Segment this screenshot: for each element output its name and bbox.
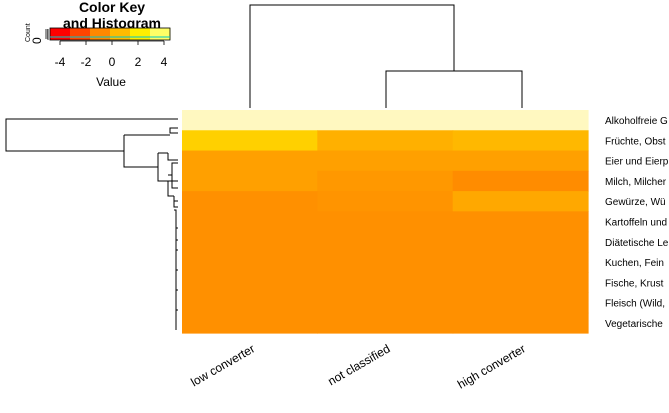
row-label: Milch, Milcher [605, 177, 667, 188]
column-labels: low converter not classified high converte… [188, 341, 527, 391]
heatmap-cell [317, 170, 454, 192]
heatmap-cell [182, 211, 318, 233]
heatmap-cell [182, 231, 318, 253]
heatmap-cell [182, 170, 318, 192]
color-key-ticks: -4 -2 0 2 4 [55, 41, 168, 69]
heatmap-cell [452, 170, 589, 192]
row-label: Kuchen, Fein [605, 258, 664, 269]
row-label: Eier und Eierp [605, 157, 669, 168]
heatmap-cell [452, 231, 589, 253]
row-label: Früchte, Obst [605, 136, 666, 147]
heatmap-cell [452, 272, 589, 294]
color-key-title-line1: Color Key [79, 0, 145, 15]
heatmap-cell [317, 150, 454, 172]
column-label: not classified [325, 341, 392, 388]
color-key-tick-label: 2 [135, 55, 142, 69]
row-label: Kartoffeln und [605, 218, 667, 229]
color-key-tick-label: 4 [161, 55, 168, 69]
color-key-tick-label: -2 [81, 55, 92, 69]
heatmap-cell [317, 110, 454, 131]
row-labels: Alkoholfreie G Früchte, Obst Eier und Eier… [605, 116, 669, 330]
color-key-xlabel: Value [96, 75, 126, 89]
heatmap-cell [317, 191, 454, 212]
heatmap-cell [317, 312, 454, 334]
color-key-tick-label: 0 [109, 55, 116, 69]
heatmap-cell [182, 312, 318, 334]
heatmap-cell [452, 312, 589, 334]
heatmap-cells [182, 110, 589, 334]
heatmap-cell [452, 211, 589, 233]
color-key-title-line2: and Histogram [63, 15, 161, 31]
heatmap-cell [317, 292, 454, 314]
heatmap-cell [317, 272, 454, 294]
column-label: low converter [188, 341, 257, 389]
heatmap-cell [452, 130, 589, 152]
column-label: high converter [455, 341, 528, 391]
heatmap-cell [182, 130, 318, 152]
heatmap-cell [452, 292, 589, 314]
heatmap-cell [182, 150, 318, 172]
color-key-segment [110, 28, 131, 40]
heatmap-cell [452, 110, 589, 131]
color-key: Color Key and Histogram Count 0 -4 -2 0 2 4 … [25, 0, 171, 89]
heatmap-cell [317, 231, 454, 253]
row-label: Fleisch (Wild, [605, 299, 665, 310]
heatmap-cell [317, 251, 454, 273]
color-key-count-tick: 0 [30, 37, 44, 44]
color-key-count-axis [45, 29, 49, 40]
row-label: Diätetische Le [605, 238, 669, 249]
heatmap-cell [452, 150, 589, 172]
column-dendrogram [249, 4, 523, 108]
color-key-segment [90, 28, 111, 40]
color-key-segment [50, 28, 71, 40]
heatmap-cell [182, 110, 318, 131]
color-key-count-label: Count [25, 23, 32, 42]
row-label: Gewürze, Wü [605, 197, 666, 208]
row-label: Fische, Krust [605, 278, 664, 289]
row-label: Vegetarische [605, 319, 663, 330]
color-key-gradient-bar [50, 28, 171, 40]
color-key-segment [150, 28, 171, 40]
heatmap-cell [317, 130, 454, 152]
heatmap-cell [452, 191, 589, 212]
color-key-tick-label: -4 [55, 55, 66, 69]
heatmap-cell [182, 292, 318, 314]
heatmap-cell [182, 191, 318, 212]
color-key-bar-border [49, 27, 171, 41]
heatmap-cell [317, 211, 454, 233]
color-key-segment [70, 28, 91, 40]
heatmap-cell [182, 272, 318, 294]
row-label: Alkoholfreie G [605, 116, 668, 127]
row-dendrogram [5, 118, 178, 330]
heatmap-cell [452, 251, 589, 273]
color-key-segment [130, 28, 151, 40]
heatmap-cell [182, 251, 318, 273]
